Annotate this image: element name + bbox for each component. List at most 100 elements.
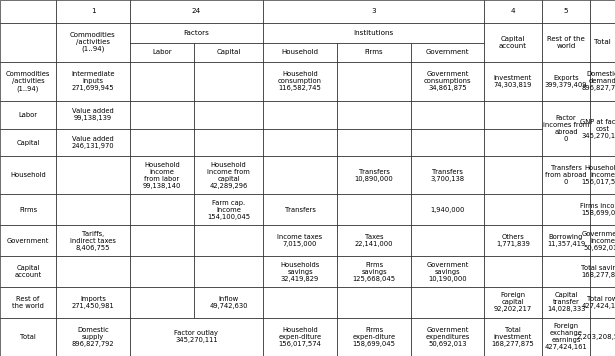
Text: Household
income
from labor
99,138,140: Household income from labor 99,138,140 — [143, 162, 181, 189]
Bar — [484, 287, 542, 318]
Bar — [337, 43, 411, 62]
Bar — [590, 287, 615, 318]
Text: Commodities
/activities
(1..94): Commodities /activities (1..94) — [6, 71, 50, 91]
Bar — [56, 62, 130, 101]
Bar — [0, 256, 56, 287]
Bar — [56, 318, 130, 356]
Bar — [484, 318, 542, 356]
Bar — [411, 156, 484, 194]
Text: Institutions: Institutions — [354, 30, 394, 36]
Text: Domestic
supply
896,827,792: Domestic supply 896,827,792 — [72, 327, 114, 347]
Bar — [263, 23, 484, 43]
Text: Capital: Capital — [16, 140, 40, 146]
Text: Capital: Capital — [216, 49, 240, 56]
Bar — [0, 0, 56, 23]
Bar — [411, 225, 484, 256]
Bar — [263, 318, 337, 356]
Bar — [130, 43, 194, 62]
Bar — [194, 256, 263, 287]
Text: Household
income
156,017,574: Household income 156,017,574 — [581, 166, 615, 185]
Bar — [337, 225, 411, 256]
Text: Total: Total — [594, 39, 611, 45]
Text: Household
consumption
116,582,745: Household consumption 116,582,745 — [278, 71, 322, 91]
Bar — [263, 225, 337, 256]
Bar — [337, 62, 411, 101]
Bar — [590, 0, 615, 23]
Text: Factor outlay
345,270,111: Factor outlay 345,270,111 — [175, 330, 218, 344]
Bar — [590, 318, 615, 356]
Text: GNP at factor
cost
345,270,111: GNP at factor cost 345,270,111 — [580, 119, 615, 138]
Text: Foreign
exchange
earnings
427,424,161: Foreign exchange earnings 427,424,161 — [545, 324, 587, 350]
Text: 4: 4 — [510, 8, 515, 14]
Bar — [130, 101, 194, 129]
Bar — [194, 101, 263, 129]
Text: Factors: Factors — [183, 30, 210, 36]
Bar — [411, 43, 484, 62]
Text: Capital
transfer
14,028,333: Capital transfer 14,028,333 — [547, 293, 585, 313]
Bar — [590, 23, 615, 62]
Bar — [56, 225, 130, 256]
Text: Labor: Labor — [18, 112, 38, 118]
Text: 1: 1 — [90, 8, 95, 14]
Bar — [194, 62, 263, 101]
Text: Inflow
49,742,630: Inflow 49,742,630 — [209, 296, 248, 309]
Bar — [263, 0, 484, 23]
Bar — [484, 156, 542, 194]
Bar — [484, 194, 542, 225]
Bar — [484, 0, 542, 23]
Bar — [0, 62, 56, 101]
Text: 2,203,208,571: 2,203,208,571 — [577, 334, 615, 340]
Bar — [542, 62, 590, 101]
Bar — [130, 287, 194, 318]
Text: Labor: Labor — [152, 49, 172, 56]
Bar — [542, 194, 590, 225]
Bar — [590, 101, 615, 156]
Text: Tariffs,
indirect taxes
8,406,755: Tariffs, indirect taxes 8,406,755 — [70, 231, 116, 251]
Bar — [411, 287, 484, 318]
Bar — [194, 287, 263, 318]
Bar — [484, 62, 542, 101]
Bar — [130, 225, 194, 256]
Bar — [194, 43, 263, 62]
Text: Taxes
22,141,000: Taxes 22,141,000 — [355, 234, 393, 247]
Text: Exports
399,379,409: Exports 399,379,409 — [545, 75, 587, 88]
Bar — [590, 62, 615, 101]
Text: Total: Total — [20, 334, 36, 340]
Bar — [0, 194, 56, 225]
Text: Transfers
3,700,138: Transfers 3,700,138 — [430, 169, 464, 182]
Bar — [411, 194, 484, 225]
Bar — [337, 156, 411, 194]
Bar — [0, 101, 56, 129]
Text: 5: 5 — [564, 8, 568, 14]
Text: Total
investment
168,277,875: Total investment 168,277,875 — [491, 327, 534, 347]
Text: Household
income from
capital
42,289,296: Household income from capital 42,289,296 — [207, 162, 250, 189]
Bar — [56, 256, 130, 287]
Bar — [411, 129, 484, 156]
Text: 1,940,000: 1,940,000 — [430, 207, 465, 213]
Bar — [337, 101, 411, 129]
Bar — [56, 287, 130, 318]
Text: Foreign
capital
92,202,217: Foreign capital 92,202,217 — [494, 293, 532, 313]
Text: Investment
74,303,819: Investment 74,303,819 — [494, 75, 532, 88]
Bar — [542, 156, 590, 194]
Text: Total row
427,424,161: Total row 427,424,161 — [581, 296, 615, 309]
Text: Firms
savings
125,668,045: Firms savings 125,668,045 — [352, 262, 395, 282]
Bar — [194, 156, 263, 194]
Bar — [130, 256, 194, 287]
Text: 3: 3 — [371, 8, 376, 14]
Text: Government: Government — [426, 49, 469, 56]
Bar — [484, 129, 542, 156]
Text: Firms income
158,699,045: Firms income 158,699,045 — [580, 203, 615, 216]
Bar — [542, 318, 590, 356]
Text: Intermediate
inputs
271,699,945: Intermediate inputs 271,699,945 — [71, 71, 115, 91]
Text: Rest of the
world: Rest of the world — [547, 36, 585, 49]
Bar — [194, 129, 263, 156]
Bar — [130, 318, 263, 356]
Text: Capital
account: Capital account — [14, 265, 42, 278]
Text: Transfers
10,890,000: Transfers 10,890,000 — [355, 169, 394, 182]
Text: Domestic
demand
896,827,793: Domestic demand 896,827,793 — [581, 71, 615, 91]
Bar — [263, 194, 337, 225]
Bar — [130, 62, 194, 101]
Text: Household: Household — [10, 172, 46, 178]
Bar — [56, 0, 130, 23]
